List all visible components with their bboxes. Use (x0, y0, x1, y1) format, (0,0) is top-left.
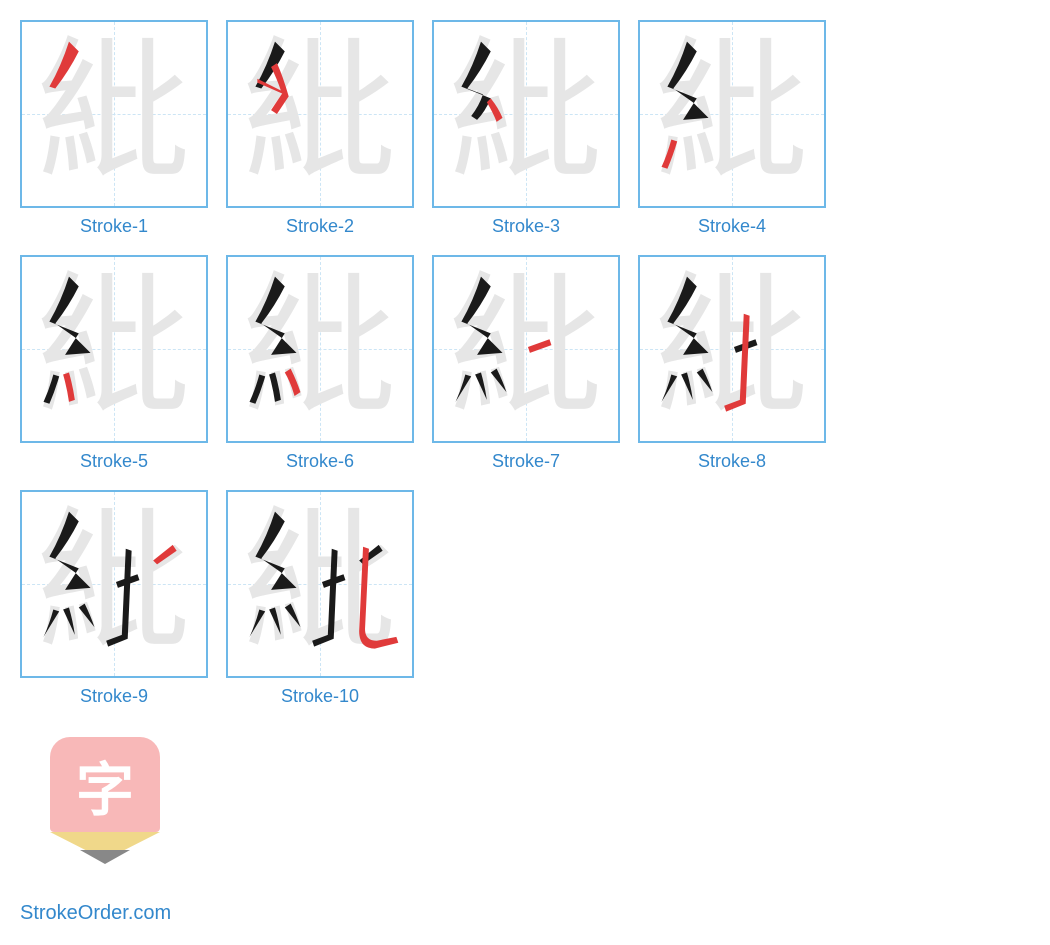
stroke-box-6: 紕 (226, 255, 414, 443)
stroke-label: Stroke-7 (492, 451, 560, 472)
stroke-label: Stroke-8 (698, 451, 766, 472)
stroke-cell: 紕 Stroke-1 (20, 20, 208, 237)
logo-section: 字 (50, 737, 1030, 867)
stroke-cell: 紕 Stroke-3 (432, 20, 620, 237)
stroke-label: Stroke-2 (286, 216, 354, 237)
stroke-cell: 紕 Stroke-2 (226, 20, 414, 237)
stroke-cell: 紕 Stroke-8 (638, 255, 826, 472)
stroke-box-3: 紕 (432, 20, 620, 208)
stroke-box-1: 紕 (20, 20, 208, 208)
stroke-cell: 紕 Stroke-5 (20, 255, 208, 472)
stroke-label: Stroke-4 (698, 216, 766, 237)
site-logo: 字 (50, 737, 160, 867)
footer-text: StrokeOrder.com (20, 902, 1030, 925)
stroke-box-10: 紕 (226, 490, 414, 678)
stroke-label: Stroke-10 (281, 686, 359, 707)
stroke-label: Stroke-9 (80, 686, 148, 707)
stroke-box-8: 紕 (638, 255, 826, 443)
stroke-svg (434, 22, 618, 206)
stroke-cell: 紕 Stroke-6 (226, 255, 414, 472)
stroke-svg (22, 492, 206, 676)
stroke-box-5: 紕 (20, 255, 208, 443)
stroke-cell: 紕 Stroke-10 (226, 490, 414, 707)
stroke-label: Stroke-5 (80, 451, 148, 472)
stroke-box-2: 紕 (226, 20, 414, 208)
stroke-svg (640, 257, 824, 441)
stroke-cell: 紕 Stroke-4 (638, 20, 826, 237)
stroke-svg (640, 22, 824, 206)
stroke-label: Stroke-6 (286, 451, 354, 472)
stroke-grid: 紕 Stroke-1 紕 Stroke-2 紕 Stroke-3 (20, 20, 1030, 707)
logo-character: 字 (50, 737, 160, 832)
stroke-svg (228, 492, 412, 676)
stroke-label: Stroke-1 (80, 216, 148, 237)
stroke-svg (228, 257, 412, 441)
stroke-svg (228, 22, 412, 206)
stroke-label: Stroke-3 (492, 216, 560, 237)
stroke-box-4: 紕 (638, 20, 826, 208)
pencil-tip-icon (50, 832, 160, 860)
stroke-svg (434, 257, 618, 441)
stroke-svg (22, 257, 206, 441)
stroke-box-9: 紕 (20, 490, 208, 678)
stroke-cell: 紕 Stroke-7 (432, 255, 620, 472)
stroke-svg (22, 22, 206, 206)
stroke-box-7: 紕 (432, 255, 620, 443)
stroke-cell: 紕 Stroke-9 (20, 490, 208, 707)
